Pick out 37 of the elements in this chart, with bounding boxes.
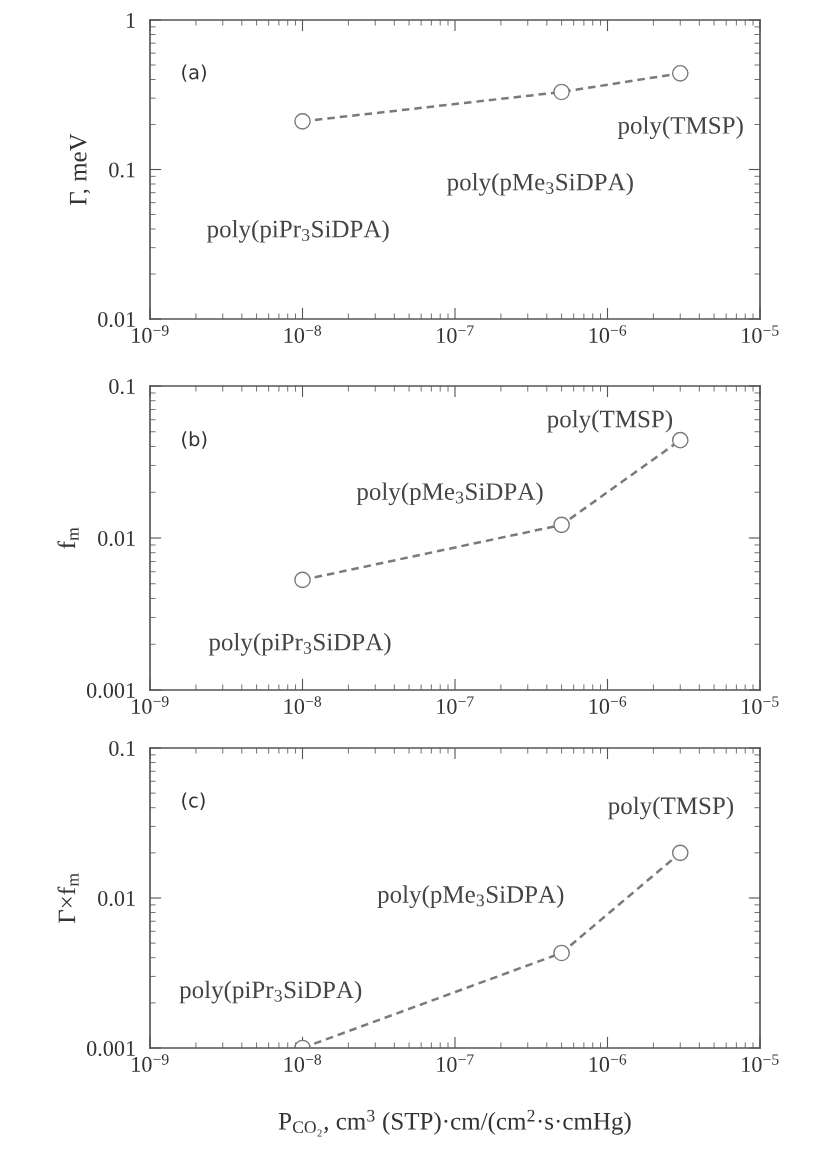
y-tick-label: 0.01 [98, 311, 135, 328]
annotation: poly(pMe$_{3}$SiDPA) [377, 885, 564, 909]
y-tick-label: 0.001 [86, 1040, 135, 1057]
x-tick-label: 10$^{−6}$ [589, 696, 627, 714]
x-tick-label: 10$^{−8}$ [284, 1054, 322, 1072]
annotation: poly(piPr$_{3}$SiDPA) [208, 632, 391, 656]
annotation: poly(pMe$_{3}$SiDPA) [356, 482, 543, 506]
x-tick-label: 10$^{−6}$ [589, 1054, 627, 1072]
y-tick-label: 0.1 [109, 162, 135, 178]
annotation: poly(TMSP) [547, 409, 673, 433]
x-tick-label: 10$^{−7}$ [437, 1054, 474, 1072]
x-tick-label: 10$^{−7}$ [437, 325, 474, 343]
x-tick-label: 10$^{−5}$ [742, 325, 779, 343]
x-tick-label: 10$^{−5}$ [742, 1054, 779, 1072]
annotation: poly(piPr$_{3}$SiDPA) [207, 219, 389, 243]
x-tick-label: 10$^{−8}$ [284, 696, 322, 714]
x-tick-label: 10$^{−6}$ [589, 325, 627, 343]
y-axis-title: f$_{m}$ [57, 527, 79, 549]
annotation: poly(TMSP) [617, 116, 743, 140]
x-axis-title: P$_{CO₂}$, cm$^{3}$ (STP)·cm/(cm$^{2}$·s·cmHg) [278, 1109, 631, 1137]
y-axis-title: Γ, meV [69, 133, 91, 206]
x-tick-label: 10$^{−7}$ [437, 696, 474, 714]
annotation: poly(pMe$_{3}$SiDPA) [447, 172, 633, 196]
x-tick-label: 10$^{−8}$ [284, 325, 322, 343]
y-axis-title: Γ×f$_{m}$ [57, 873, 79, 924]
y-tick-label: 0.001 [86, 682, 135, 699]
annotation: (c) [182, 792, 205, 810]
y-tick-label: 0.01 [98, 890, 135, 907]
annotation: poly(piPr$_{3}$SiDPA) [179, 980, 362, 1004]
x-tick-label: 10$^{−5}$ [742, 696, 779, 714]
annotation: poly(TMSP) [608, 796, 734, 820]
annotation: (b) [182, 431, 207, 449]
y-tick-label: 1 [126, 13, 135, 28]
y-tick-label: 0.1 [109, 378, 135, 395]
y-tick-label: 0.01 [98, 530, 135, 547]
y-tick-label: 0.1 [109, 740, 135, 757]
annotation: (a) [182, 64, 206, 82]
